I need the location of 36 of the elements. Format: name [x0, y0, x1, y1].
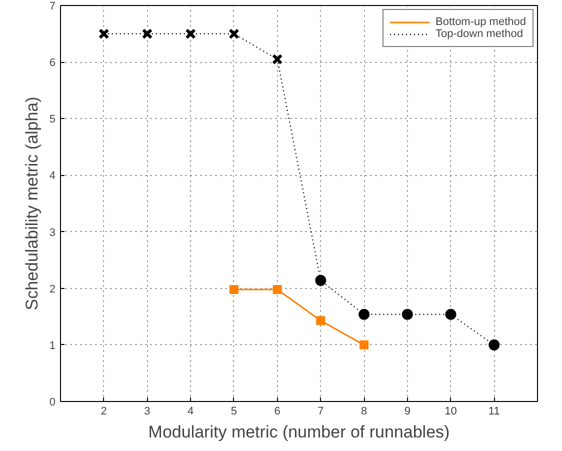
point — [98, 28, 110, 40]
y-tick-label: 1 — [49, 340, 56, 352]
point — [272, 54, 283, 65]
point — [402, 308, 413, 320]
y-tick-label: 2 — [49, 283, 56, 296]
y-tick-label: 0 — [49, 396, 56, 408]
point — [142, 28, 153, 40]
point — [316, 316, 326, 326]
x-tick-label: 7 — [318, 406, 324, 418]
point — [358, 308, 370, 320]
x-tick-label: 4 — [188, 406, 194, 418]
point — [360, 340, 369, 350]
x-tick-label: 6 — [274, 406, 280, 418]
x-tick-label: 8 — [360, 406, 368, 418]
legend-label: Top-down method — [436, 28, 523, 40]
y-tick-label: 3 — [49, 226, 56, 239]
x-tick-label: 2 — [100, 406, 107, 418]
y-tick-label: 7 — [49, 0, 56, 12]
x-tick-label: 11 — [488, 406, 500, 418]
legend-label: Bottom-up method — [436, 16, 526, 28]
point — [185, 28, 196, 40]
y-axis-title: Schedulability metric (alpha) — [22, 96, 42, 310]
y-tick-label: 4 — [49, 170, 56, 182]
point — [272, 284, 282, 294]
y-tick-label: 6 — [49, 57, 56, 70]
x-tick-label: 10 — [444, 406, 457, 418]
x-tick-label: 3 — [144, 406, 150, 418]
x-tick-label: 5 — [230, 406, 238, 418]
point — [315, 274, 326, 286]
x-axis-title: Modularity metric (number of runnables) — [148, 422, 450, 442]
point — [229, 284, 238, 294]
point — [488, 339, 500, 350]
y-tick-label: 5 — [49, 114, 56, 126]
point — [228, 28, 240, 40]
point — [445, 308, 456, 320]
x-tick-label: 9 — [404, 406, 410, 418]
